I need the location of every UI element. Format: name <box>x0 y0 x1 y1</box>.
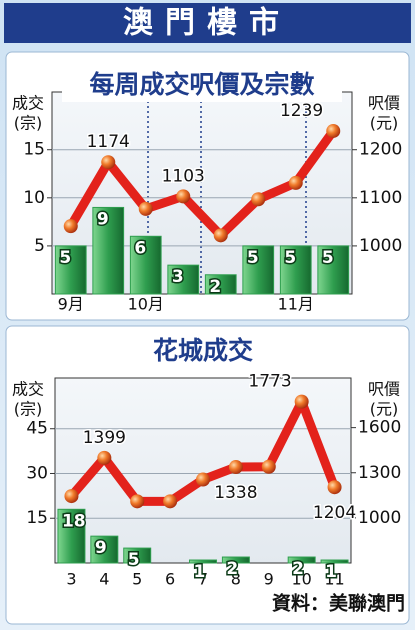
bar <box>129 235 162 295</box>
line-value-label: 1399 <box>83 428 126 448</box>
y-tick-label: 15 <box>23 140 45 160</box>
y-axis-label: 成交 <box>12 380 44 399</box>
x-tick-label: 10 <box>291 570 311 589</box>
bar-value-label: 5 <box>247 248 259 268</box>
bar-value-label: 5 <box>284 248 296 268</box>
bar-value-label: 5 <box>59 248 71 268</box>
bar <box>204 274 237 295</box>
y2-tick-label: 1000 <box>359 236 402 256</box>
line-point <box>130 494 145 509</box>
bar <box>221 556 250 564</box>
bar-value-label: 5 <box>128 550 140 570</box>
bar <box>320 559 349 564</box>
y-axis-label: 成交 <box>12 94 44 113</box>
bar <box>90 535 119 564</box>
line-point <box>261 459 276 474</box>
line-point <box>63 219 78 234</box>
bar <box>167 264 200 295</box>
x-tick-label: 9 <box>264 570 274 589</box>
line-point <box>64 489 79 504</box>
bar-value-label: 1 <box>325 562 337 582</box>
bar-value-label: 1 <box>194 562 206 582</box>
bar <box>317 245 350 295</box>
x-tick-label: 10月 <box>128 295 164 314</box>
bar <box>123 547 152 564</box>
line-point <box>294 394 309 409</box>
bar <box>242 245 275 295</box>
bar-value-label: 2 <box>209 277 221 297</box>
line-value-label: 1174 <box>87 132 130 152</box>
header-title: 澳門樓市 <box>123 6 291 41</box>
y-tick-label: 45 <box>26 419 48 439</box>
bar <box>57 508 86 564</box>
x-tick-label: 8 <box>231 570 241 589</box>
line-value-label: 1103 <box>162 166 205 186</box>
bar-value-label: 2 <box>292 559 304 579</box>
line-point <box>327 480 342 495</box>
x-tick-label: 4 <box>99 570 109 589</box>
title-bg <box>65 336 341 368</box>
line-value-label: 1773 <box>248 372 291 392</box>
x-tick-label: 9月 <box>58 295 84 314</box>
bar-value-label: 18 <box>62 511 86 531</box>
chart-title: 每周成交呎價及宗數 <box>89 70 314 99</box>
line-point <box>163 494 178 509</box>
bar <box>54 245 87 295</box>
y-tick-label: 15 <box>26 508 48 528</box>
line-value-label: 1204 <box>313 503 356 523</box>
y2-tick-label: 1000 <box>358 508 401 528</box>
bar <box>189 559 217 564</box>
line-point <box>213 228 228 243</box>
bar-value-label: 9 <box>97 209 109 229</box>
line-value-label: 1338 <box>214 483 257 503</box>
bar <box>279 245 312 295</box>
line-point <box>228 460 243 475</box>
line-point <box>101 155 116 170</box>
bar-value-label: 6 <box>134 238 146 258</box>
y2-tick-label: 1300 <box>358 463 401 483</box>
bar-value-label: 2 <box>226 559 238 579</box>
line-point <box>251 192 266 207</box>
line-value-label: 1239 <box>280 101 323 121</box>
y-tick-label: 30 <box>26 463 48 483</box>
line-point <box>196 472 210 487</box>
bar <box>92 206 125 295</box>
x-tick-label: 6 <box>165 570 175 589</box>
y-axis-label: (宗) <box>14 114 43 133</box>
y-tick-label: 10 <box>23 188 45 208</box>
x-tick-label: 11 <box>324 570 344 589</box>
chart-title: 花城成交 <box>153 336 253 365</box>
y-axis-label: (宗) <box>14 400 43 419</box>
bar <box>287 556 316 564</box>
line-point <box>97 450 112 465</box>
x-tick-label: 7 <box>198 570 208 589</box>
y2-tick-label: 1600 <box>358 418 401 438</box>
y2-axis-label: 呎價 <box>368 380 400 399</box>
bar-value-label: 9 <box>95 538 107 558</box>
x-tick-label: 5 <box>132 570 142 589</box>
line-point <box>288 175 303 190</box>
y2-tick-label: 1100 <box>359 188 402 208</box>
bar-value-label: 5 <box>322 248 334 268</box>
y2-axis-label: (元) <box>370 114 399 133</box>
line-point <box>176 189 191 204</box>
line-point <box>138 201 153 216</box>
title-bg <box>62 70 342 102</box>
x-tick-label: 11月 <box>278 295 314 314</box>
bar-value-label: 3 <box>172 267 184 287</box>
source: 資料：美聯澳門 <box>272 592 405 615</box>
y-tick-label: 5 <box>34 236 45 256</box>
y2-axis-label: 呎價 <box>368 94 400 113</box>
header-bar <box>4 3 411 43</box>
y2-axis-label: (元) <box>370 400 399 419</box>
x-tick-label: 3 <box>66 570 76 589</box>
line-point <box>326 123 341 138</box>
y2-tick-label: 1200 <box>359 140 402 160</box>
